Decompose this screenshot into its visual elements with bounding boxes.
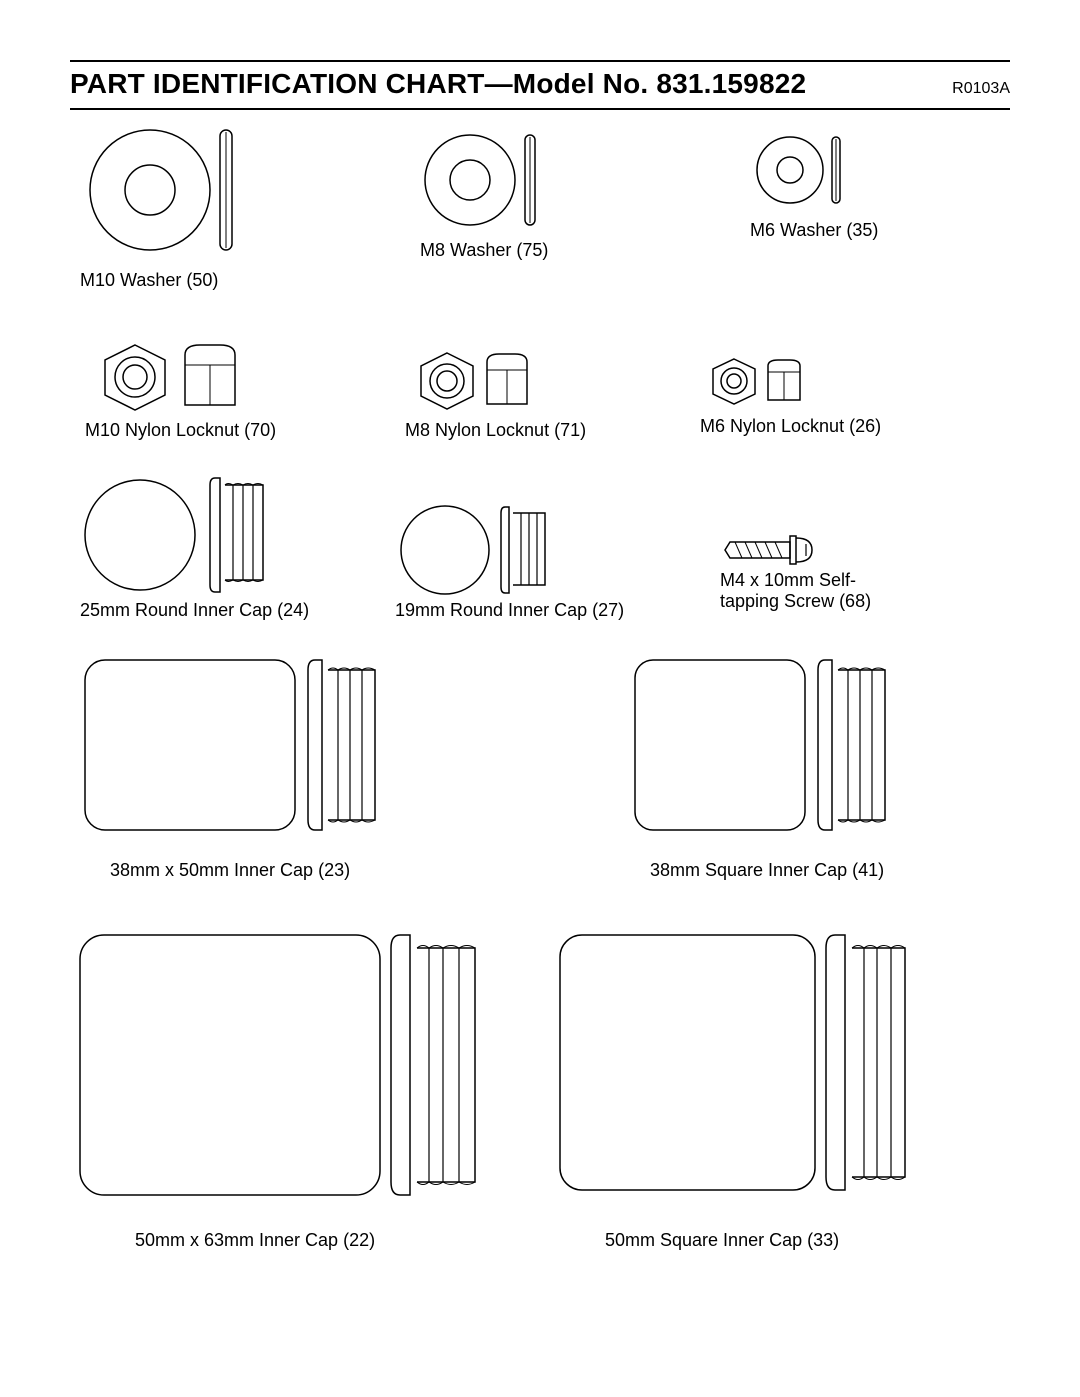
part-19mm-round-cap: 19mm Round Inner Cap (27) xyxy=(395,495,624,621)
part-label: M6 Nylon Locknut (26) xyxy=(700,416,881,437)
m10-washer-icon xyxy=(80,120,260,270)
m10-locknut-icon xyxy=(85,340,265,420)
part-label: 38mm x 50mm Inner Cap (23) xyxy=(110,860,400,881)
screw-icon xyxy=(720,530,840,570)
cap-50sq-icon xyxy=(555,930,925,1230)
part-m10-locknut: M10 Nylon Locknut (70) xyxy=(85,340,276,441)
cap-38x50-icon xyxy=(80,655,400,860)
cap-25-round-icon xyxy=(80,470,300,600)
part-25mm-round-cap: 25mm Round Inner Cap (24) xyxy=(80,470,309,621)
part-label: 25mm Round Inner Cap (24) xyxy=(80,600,309,621)
m8-locknut-icon xyxy=(405,348,555,420)
part-label: M10 Nylon Locknut (70) xyxy=(85,420,276,441)
part-label: M4 x 10mm Self- tapping Screw (68) xyxy=(720,570,871,612)
part-m10-washer: M10 Washer (50) xyxy=(80,120,260,291)
part-label: 38mm Square Inner Cap (41) xyxy=(650,860,910,881)
part-50x63-cap: 50mm x 63mm Inner Cap (22) xyxy=(75,930,495,1251)
part-label: 19mm Round Inner Cap (27) xyxy=(395,600,624,621)
part-m6-locknut: M6 Nylon Locknut (26) xyxy=(700,354,881,437)
part-label: 50mm Square Inner Cap (33) xyxy=(605,1230,925,1251)
m8-washer-icon xyxy=(420,130,560,240)
part-38-square-cap: 38mm Square Inner Cap (41) xyxy=(630,655,910,881)
part-m8-locknut: M8 Nylon Locknut (71) xyxy=(405,348,586,441)
part-38x50-cap: 38mm x 50mm Inner Cap (23) xyxy=(80,655,400,881)
cap-50x63-icon xyxy=(75,930,495,1230)
m6-locknut-icon xyxy=(700,354,830,416)
cap-38sq-icon xyxy=(630,655,910,860)
part-label: M6 Washer (35) xyxy=(750,220,878,241)
part-label: 50mm x 63mm Inner Cap (22) xyxy=(135,1230,495,1251)
part-label: M8 Nylon Locknut (71) xyxy=(405,420,586,441)
part-m6-washer: M6 Washer (35) xyxy=(750,130,878,241)
part-50-square-cap: 50mm Square Inner Cap (33) xyxy=(555,930,925,1251)
m6-washer-icon xyxy=(750,130,870,220)
part-m4-screw: M4 x 10mm Self- tapping Screw (68) xyxy=(720,530,871,612)
part-m8-washer: M8 Washer (75) xyxy=(420,130,560,261)
part-label: M8 Washer (75) xyxy=(420,240,560,261)
part-label: M10 Washer (50) xyxy=(80,270,260,291)
cap-19-round-icon xyxy=(395,495,585,600)
